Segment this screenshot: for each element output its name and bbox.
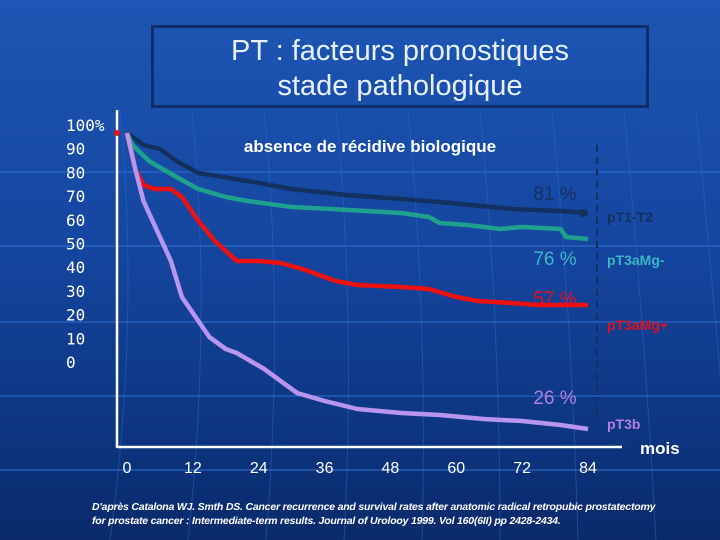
x-tick-label: 24 xyxy=(250,460,268,477)
origin-marker xyxy=(114,130,120,136)
y-tick-label: 90 xyxy=(66,140,85,159)
series-pT3aMg-: 76 % pT3aMg- xyxy=(124,132,665,270)
x-tick-label: 60 xyxy=(447,460,465,477)
citation-line-2: for prostate cancer : Intermediate-term … xyxy=(92,515,561,527)
y-tick-label: 40 xyxy=(66,258,85,277)
chart-title: absence de récidive biologique xyxy=(244,137,496,156)
series-pT1-T2: 81 % pT1-T2 xyxy=(125,131,653,225)
x-tick-label: 0 xyxy=(123,460,132,477)
x-tick-label: 48 xyxy=(382,460,400,477)
series-line xyxy=(125,131,589,216)
series-name-label: pT1-T2 xyxy=(607,209,653,225)
x-tick-label: 84 xyxy=(579,460,597,477)
x-tick-label: 12 xyxy=(184,460,202,477)
background-arc xyxy=(109,109,129,540)
y-tick-label: 0 xyxy=(66,353,76,372)
end-value-label: 26 % xyxy=(533,388,576,409)
series-line xyxy=(124,132,588,308)
background-arc xyxy=(479,109,501,540)
title-line-1: PT : facteurs pronostiques xyxy=(231,35,569,67)
end-value-label: 81 % xyxy=(533,184,576,205)
y-tick-label: 20 xyxy=(66,306,85,325)
citation: D'après Catalona WJ. Smth DS. Cancer rec… xyxy=(92,500,655,528)
series-name-label: pT3aMg- xyxy=(607,252,665,268)
title-line-2: stade pathologique xyxy=(277,70,523,102)
x-tick-label: 36 xyxy=(316,460,334,477)
background-arc xyxy=(695,109,720,380)
end-value-label: 57 % xyxy=(533,289,576,310)
y-tick-label: 100% xyxy=(66,116,105,135)
x-tick-label: 72 xyxy=(513,460,531,477)
y-tick-label: 10 xyxy=(66,329,85,348)
x-axis-label: mois xyxy=(640,439,680,458)
y-tick-label: 30 xyxy=(66,282,85,301)
background-arc xyxy=(623,109,657,540)
series-name-label: pT3b xyxy=(607,416,640,432)
y-tick-label: 60 xyxy=(66,211,85,230)
slide-title: PT : facteurs pronostiques stade patholo… xyxy=(151,25,649,108)
end-arrow-marker xyxy=(579,209,587,217)
series-pT3aMg+: 57 % pT3aMg+ xyxy=(124,132,668,333)
background-arc xyxy=(335,109,349,540)
series-pT3b: 26 % pT3b xyxy=(124,132,640,432)
y-tick-label: 80 xyxy=(66,163,85,182)
background-arc xyxy=(407,109,424,540)
y-tick-label: 50 xyxy=(66,235,85,254)
background-arc xyxy=(551,109,579,540)
series-line xyxy=(124,132,589,242)
y-tick-label: 70 xyxy=(66,187,85,206)
background-arc xyxy=(263,109,276,540)
series-line xyxy=(124,132,589,432)
end-value-label: 76 % xyxy=(533,249,576,270)
citation-line-1: D'après Catalona WJ. Smth DS. Cancer rec… xyxy=(92,501,656,513)
series-name-label: pT3aMg+ xyxy=(607,317,668,333)
